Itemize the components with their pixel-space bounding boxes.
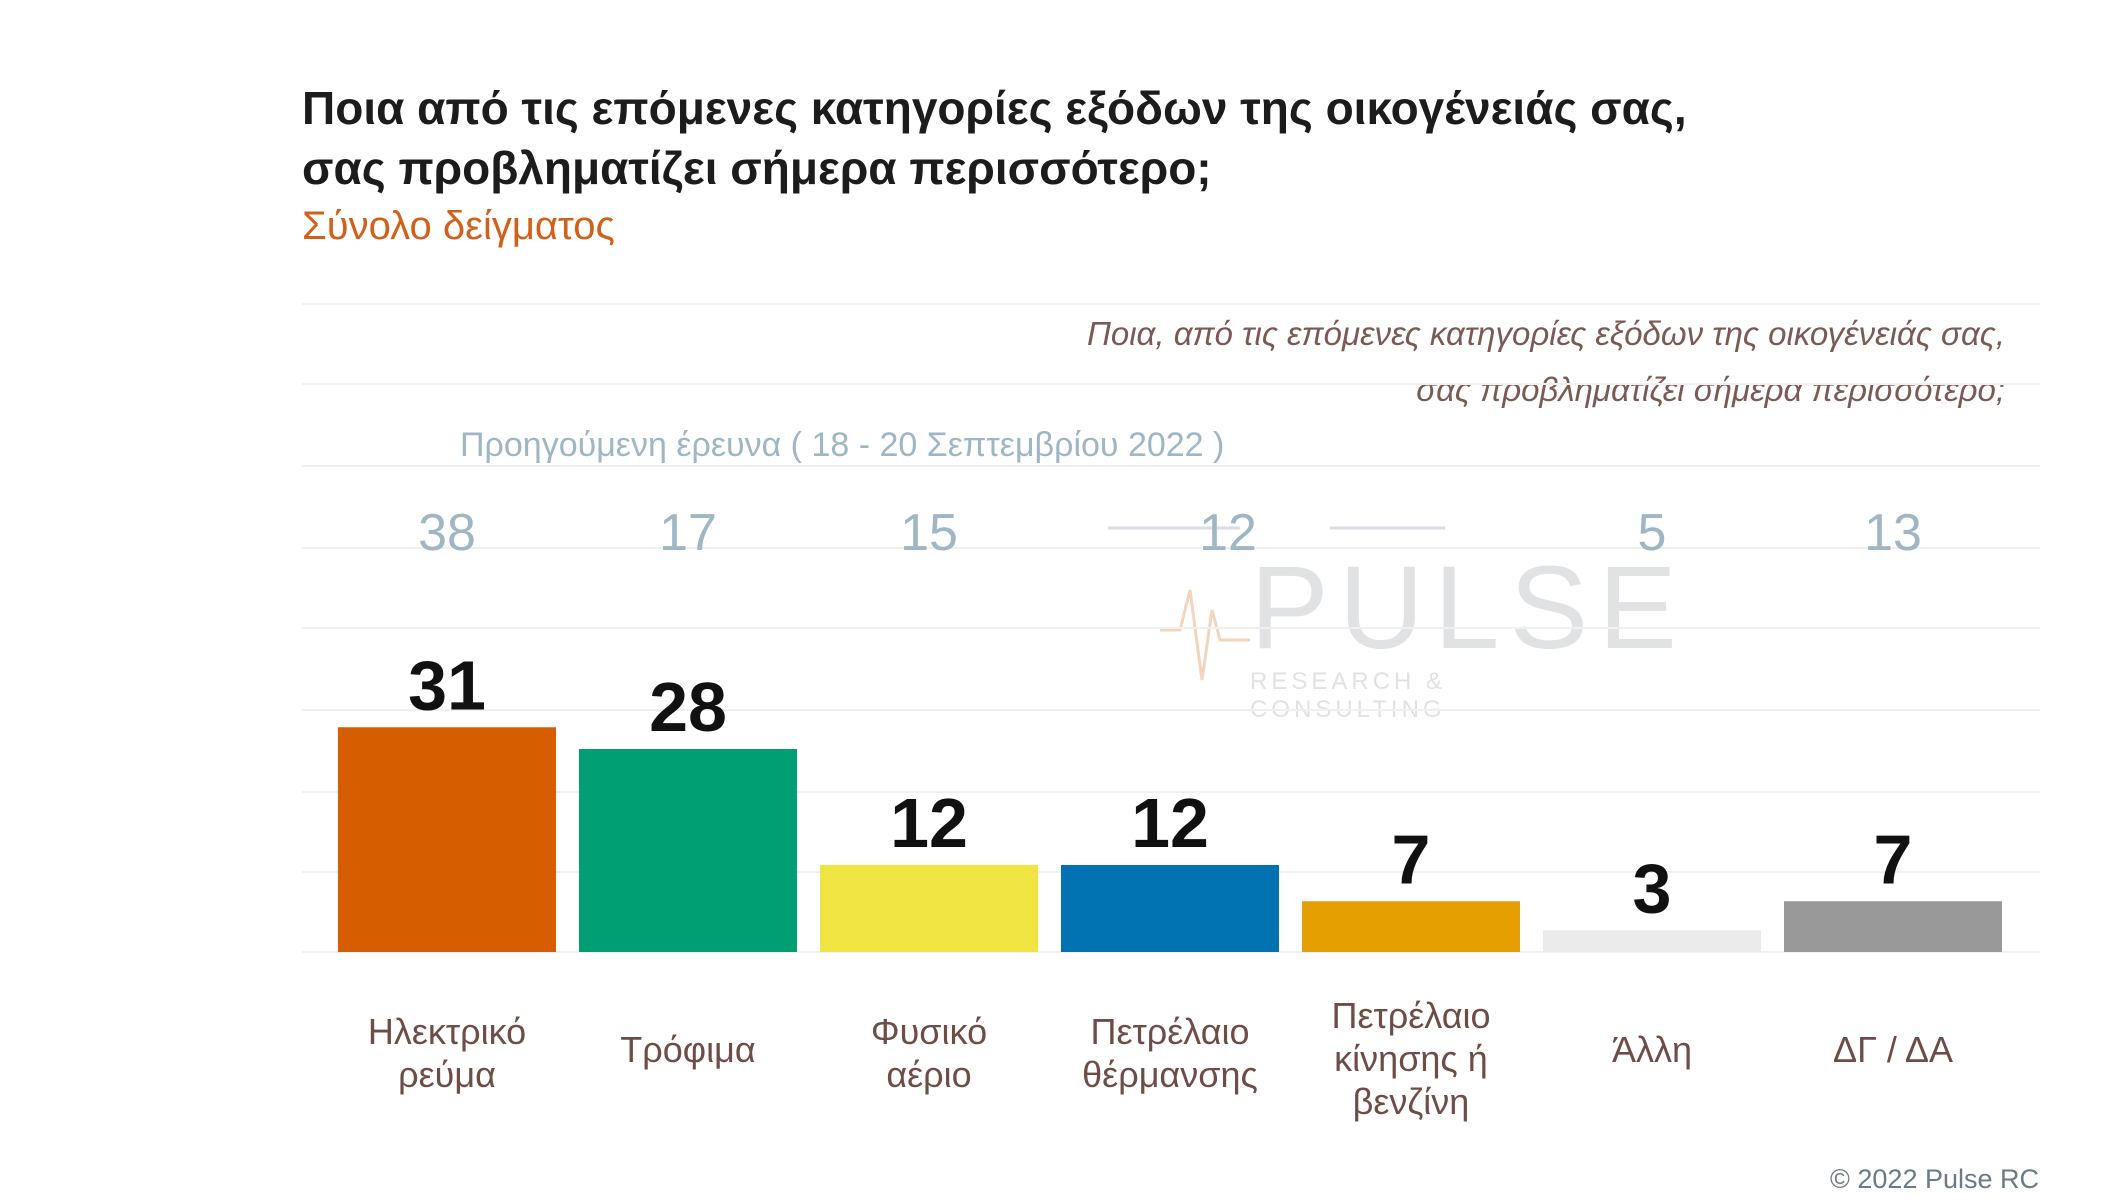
category-label: ΔΓ / ΔΑ bbox=[1833, 1029, 1953, 1070]
question-line2: σας προβληματίζει σήμερα περισσότερο; bbox=[1416, 371, 2005, 408]
bar bbox=[1543, 930, 1761, 952]
bar bbox=[820, 865, 1038, 952]
bar bbox=[1302, 901, 1520, 952]
chart-title: Ποια από τις επόμενες κατηγορίες εξόδων … bbox=[302, 78, 1902, 198]
copyright-text: © 2022 Pulse RC bbox=[1830, 1164, 2039, 1194]
question-line1: Ποια, από τις επόμενες κατηγορίες εξόδων… bbox=[1086, 315, 2005, 352]
value-label: 31 bbox=[408, 646, 486, 724]
previous-value: 5 bbox=[1638, 504, 1667, 562]
category-label: Ηλεκτρικό ρεύμα bbox=[368, 1011, 526, 1095]
chart-subtitle: Σύνολο δείγματος bbox=[302, 204, 615, 248]
category-label-line: αέριο bbox=[886, 1054, 971, 1095]
pulse-wave-icon bbox=[1160, 589, 1250, 681]
previous-value: 15 bbox=[900, 504, 958, 562]
category-label-line: Πετρέλαιο bbox=[1090, 1011, 1249, 1052]
category-label-line: Πετρέλαιο bbox=[1331, 995, 1490, 1036]
bar bbox=[338, 727, 556, 952]
bar bbox=[1784, 901, 2002, 952]
category-label: Πετρέλαιο κίνησης ή βενζίνη bbox=[1331, 995, 1490, 1122]
category-label-line: ρεύμα bbox=[398, 1054, 496, 1095]
pulse-logo-watermark: PULSE RESEARCH & CONSULTING bbox=[1160, 540, 1677, 723]
previous-value: 12 bbox=[1199, 504, 1257, 562]
question-text: Ποια, από τις επόμενες κατηγορίες εξόδων… bbox=[905, 306, 2005, 418]
value-label: 12 bbox=[1131, 784, 1209, 862]
previous-values: 38 17 15 12 5 13 bbox=[418, 504, 1922, 562]
value-label: 12 bbox=[890, 784, 968, 862]
category-labels: Ηλεκτρικό ρεύμα Τρόφιμα Φυσικό αέριο Πετρέλαι… bbox=[368, 995, 1953, 1122]
chart-title-line1: Ποια από τις επόμενες κατηγορίες εξόδων … bbox=[302, 82, 1687, 134]
category-label: Άλλη bbox=[1612, 1029, 1692, 1070]
category-label-line: Τρόφιμα bbox=[620, 1029, 755, 1070]
previous-value: 38 bbox=[418, 504, 476, 562]
previous-value: 13 bbox=[1864, 504, 1922, 562]
category-label: Φυσικό αέριο bbox=[871, 1011, 987, 1095]
value-label: 3 bbox=[1633, 849, 1672, 927]
value-label: 7 bbox=[1874, 820, 1913, 898]
category-label-line: Φυσικό bbox=[871, 1011, 987, 1052]
watermark-name: PULSE bbox=[1250, 542, 1687, 674]
previous-survey-label: Προηγούμενη έρευνα ( 18 - 20 Σεπτεμβρίου… bbox=[460, 426, 1225, 464]
previous-value: 17 bbox=[659, 504, 717, 562]
chart-title-line2: σας προβληματίζει σήμερα περισσότερο; bbox=[302, 142, 1212, 194]
value-label: 7 bbox=[1392, 820, 1431, 898]
value-labels: 31 28 12 12 7 3 7 bbox=[408, 646, 1912, 927]
bars bbox=[338, 727, 2002, 952]
category-label-line: Ηλεκτρικό bbox=[368, 1011, 526, 1052]
bar bbox=[1061, 865, 1279, 952]
category-label-line: βενζίνη bbox=[1353, 1081, 1470, 1122]
category-label: Πετρέλαιο θέρμανσης bbox=[1082, 1011, 1258, 1095]
category-label-line: ΔΓ / ΔΑ bbox=[1833, 1029, 1953, 1070]
category-label-line: Άλλη bbox=[1612, 1029, 1692, 1070]
value-label: 28 bbox=[649, 668, 727, 746]
category-label: Τρόφιμα bbox=[620, 1029, 755, 1070]
category-label-line: θέρμανσης bbox=[1082, 1054, 1258, 1095]
bar bbox=[579, 749, 797, 952]
category-label-line: κίνησης ή bbox=[1334, 1038, 1488, 1079]
